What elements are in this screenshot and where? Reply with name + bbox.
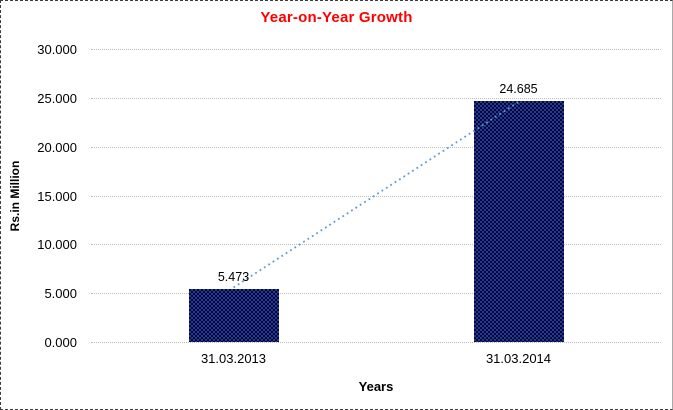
gridline: [91, 244, 661, 246]
gridline: [91, 293, 661, 295]
x-axis-tick-label: 31.03.2014: [485, 351, 552, 366]
x-axis-tick-label: 31.03.2013: [200, 351, 267, 366]
y-axis-tick-label: 30.000: [37, 42, 77, 57]
y-axis-tick-label: 15.000: [37, 188, 77, 204]
y-axis-tick-label: 10.000: [37, 237, 77, 253]
gridline: [91, 195, 661, 197]
y-axis-tick-label: 20.000: [37, 139, 77, 155]
chart-title: Year-on-Year Growth: [260, 9, 413, 26]
bar-value-label: 24.685: [499, 81, 538, 96]
gridline: [91, 97, 661, 99]
gridline: [91, 342, 661, 343]
y-axis-tick-label: 0.000: [44, 335, 77, 350]
gridline: [91, 49, 661, 50]
gridline: [91, 146, 661, 148]
bar-value-label: 5.473: [217, 269, 250, 284]
y-axis-tick-label: 25.000: [37, 90, 77, 106]
bar-31.03.2014: [473, 100, 564, 342]
y-axis-tick-label: 5.000: [44, 286, 77, 302]
bar-31.03.2013: [188, 288, 279, 342]
x-axis-title: Years: [358, 379, 394, 394]
